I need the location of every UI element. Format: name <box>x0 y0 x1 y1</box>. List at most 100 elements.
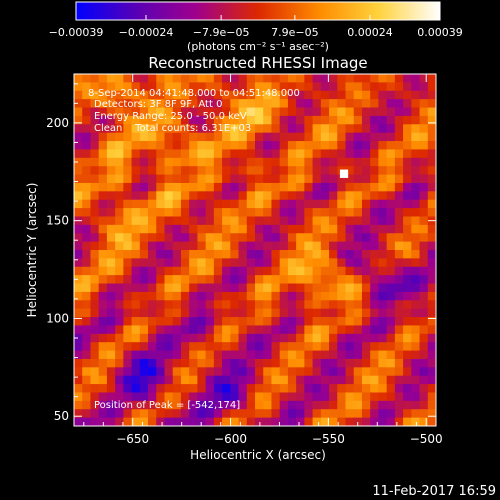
heatmap-cell <box>304 325 313 335</box>
heatmap-cell <box>370 166 379 175</box>
heatmap-cell <box>139 115 149 125</box>
heatmap-cell <box>238 342 248 351</box>
heatmap-cell <box>98 149 108 159</box>
heatmap-cell <box>213 317 223 326</box>
heatmap-cell <box>370 358 379 368</box>
heatmap-cell <box>98 291 108 301</box>
heatmap-cell <box>370 409 379 419</box>
heatmap-cell <box>427 384 436 393</box>
heatmap-cell <box>230 283 239 293</box>
heatmap-cell <box>98 384 108 393</box>
heatmap-cell <box>139 417 149 426</box>
heatmap-cell <box>255 208 264 217</box>
heatmap-cell <box>139 317 149 326</box>
heatmap-cell <box>271 300 281 310</box>
heatmap-cell <box>123 291 132 301</box>
heatmap-cell <box>139 400 149 410</box>
heatmap-cell <box>148 266 157 276</box>
heatmap-cell <box>419 199 429 209</box>
heatmap-cell <box>139 241 149 251</box>
heatmap-cell <box>411 216 420 226</box>
heatmap-cell <box>246 166 256 175</box>
heatmap-cell <box>115 258 124 268</box>
heatmap-cell <box>378 149 388 159</box>
heatmap-cell <box>106 317 116 326</box>
heatmap-cell <box>378 375 388 385</box>
heatmap-cell <box>172 325 182 335</box>
heatmap-cell <box>238 375 248 385</box>
heatmap-cell <box>255 74 264 83</box>
heatmap-cell <box>361 99 371 108</box>
heatmap-cell <box>156 191 165 201</box>
heatmap-cell <box>180 350 190 360</box>
heatmap-cell <box>320 224 330 234</box>
heatmap-cell <box>74 375 83 385</box>
heatmap-cell <box>164 325 174 335</box>
heatmap-cell <box>361 74 371 83</box>
heatmap-cell <box>403 266 412 276</box>
heatmap-cell <box>386 124 396 134</box>
heatmap-cell <box>271 375 281 385</box>
heatmap-cell <box>230 216 239 226</box>
heatmap-cell <box>337 358 346 368</box>
heatmap-cell <box>394 124 404 134</box>
heatmap-cell <box>386 250 396 259</box>
heatmap-cell <box>320 342 330 351</box>
heatmap-cell <box>82 317 91 326</box>
heatmap-cell <box>337 157 346 167</box>
heatmap-cell <box>419 74 429 83</box>
heatmap-cell <box>386 90 396 100</box>
heatmap-cell <box>394 266 404 276</box>
heatmap-cell <box>271 199 281 209</box>
heatmap-cell <box>386 99 396 108</box>
heatmap-cell <box>296 375 305 385</box>
heatmap-cell <box>345 317 355 326</box>
heatmap-cell <box>82 358 91 368</box>
heatmap-cell <box>411 199 420 209</box>
heatmap-cell <box>378 308 388 318</box>
heatmap-cell <box>279 216 289 226</box>
heatmap-cell <box>230 208 239 217</box>
heatmap-cell <box>98 350 108 360</box>
heatmap-cell <box>345 132 355 142</box>
heatmap-cell <box>337 141 346 150</box>
heatmap-cell <box>255 333 264 343</box>
heatmap-cell <box>172 283 182 293</box>
heatmap-cell <box>90 375 100 385</box>
heatmap-cell <box>255 350 264 360</box>
heatmap-cell <box>164 375 174 385</box>
heatmap-cell <box>403 350 412 360</box>
heatmap-cell <box>90 149 100 159</box>
heatmap-cell <box>263 233 272 243</box>
heatmap-cell <box>213 358 223 368</box>
heatmap-cell <box>386 157 396 167</box>
heatmap-cell <box>189 250 198 259</box>
heatmap-cell <box>329 275 338 284</box>
heatmap-cell <box>115 174 124 184</box>
heatmap-cell <box>279 333 289 343</box>
heatmap-cell <box>419 400 429 410</box>
heatmap-cell <box>180 191 190 201</box>
heatmap-cell <box>394 224 404 234</box>
heatmap-cell <box>312 191 322 201</box>
heatmap-cell <box>353 409 363 419</box>
heatmap-cell <box>189 115 198 125</box>
heatmap-cell <box>263 174 272 184</box>
heatmap-cell <box>123 90 132 100</box>
heatmap-cell <box>106 283 116 293</box>
heatmap-cell <box>115 208 124 217</box>
heatmap-cell <box>172 74 182 83</box>
colorbar-tick-label: 0.00024 <box>347 26 393 39</box>
heatmap-cell <box>345 74 355 83</box>
heatmap-cell <box>189 384 198 393</box>
heatmap-cell <box>337 233 346 243</box>
heatmap-cell <box>222 409 231 419</box>
heatmap-cell <box>123 358 132 368</box>
heatmap-cell <box>279 308 289 318</box>
heatmap-cell <box>222 216 231 226</box>
heatmap-cell <box>287 291 297 301</box>
heatmap-cell <box>189 350 198 360</box>
heatmap-cell <box>296 208 305 217</box>
heatmap-cell <box>106 82 116 92</box>
heatmap-cell <box>255 317 264 326</box>
